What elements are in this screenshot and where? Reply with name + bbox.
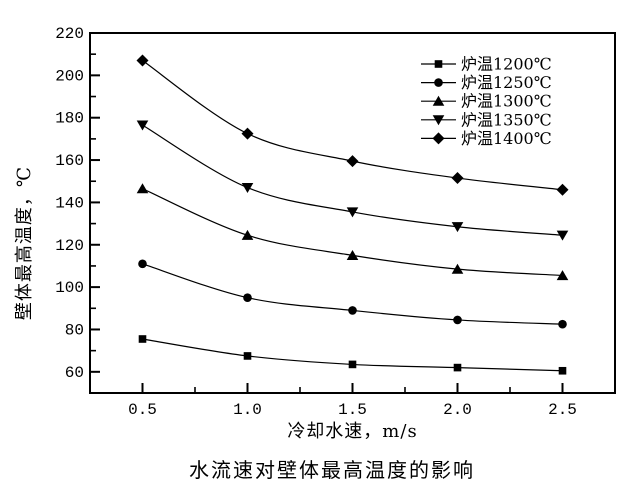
x-axis-label: 冷却水速，m/s <box>287 421 418 442</box>
series-0-marker-3 <box>453 363 462 372</box>
x-tick-label: 0.5 <box>128 401 157 419</box>
series-0-marker-1 <box>243 352 252 360</box>
series-0-marker-4 <box>558 366 567 375</box>
legend-label-1: 炉温1250℃ <box>461 73 552 92</box>
series-0-marker-0 <box>138 335 147 343</box>
series-1-marker-2 <box>348 306 357 315</box>
series-1-marker-3 <box>453 315 462 325</box>
series-1-marker-1 <box>243 293 252 303</box>
series-1-marker-4 <box>558 319 567 329</box>
y-axis-label: 壁体最高温度，℃ <box>14 165 35 321</box>
y-tick-label: 180 <box>55 110 84 128</box>
series-1-marker-0 <box>138 259 147 269</box>
series-3-marker-2 <box>346 207 359 218</box>
y-tick-label: 140 <box>55 194 84 212</box>
plot-frame <box>89 32 616 394</box>
legend-marker-0 <box>434 60 443 68</box>
series-2-marker-4 <box>556 270 569 281</box>
series-4-marker-4 <box>556 183 569 196</box>
series-line-1 <box>142 263 563 325</box>
y-tick-label: 200 <box>55 67 84 85</box>
series-2-marker-1 <box>241 229 254 240</box>
legend-marker-2 <box>432 95 445 106</box>
x-tick-label: 1.5 <box>338 401 367 419</box>
series-2-marker-2 <box>346 249 359 260</box>
y-tick-label: 100 <box>55 279 84 297</box>
series-3-marker-0 <box>136 120 149 131</box>
y-tick-label: 220 <box>55 25 84 43</box>
x-tick-label: 2.5 <box>548 401 577 419</box>
series-line-2 <box>142 188 563 277</box>
series-3-marker-4 <box>556 230 569 241</box>
series-3-marker-3 <box>451 222 464 233</box>
series-4-marker-0 <box>136 54 149 67</box>
series-4-marker-1 <box>241 127 254 140</box>
legend-label-2: 炉温1300℃ <box>461 92 552 111</box>
x-tick-label: 1.0 <box>233 401 262 419</box>
legend-marker-4 <box>432 132 445 145</box>
series-4-marker-2 <box>346 155 359 168</box>
series-2-marker-3 <box>451 263 464 274</box>
legend-label-3: 炉温1350℃ <box>461 110 552 129</box>
series-0-marker-2 <box>348 360 357 369</box>
series-3-marker-1 <box>241 182 254 193</box>
legend-marker-1 <box>434 78 443 87</box>
series-2-marker-0 <box>136 183 149 194</box>
legend-label-0: 炉温1200℃ <box>461 55 552 74</box>
y-tick-label: 60 <box>65 364 84 382</box>
legend-label-4: 炉温1400℃ <box>461 129 552 148</box>
y-tick-label: 160 <box>55 152 84 170</box>
y-tick-label: 120 <box>55 237 84 255</box>
x-tick-label: 2.0 <box>443 401 472 419</box>
figure-caption: 水流速对壁体最高温度的影响 <box>189 458 475 482</box>
series-4-marker-3 <box>451 172 464 185</box>
y-tick-label: 80 <box>65 321 84 339</box>
legend-marker-3 <box>432 115 445 126</box>
